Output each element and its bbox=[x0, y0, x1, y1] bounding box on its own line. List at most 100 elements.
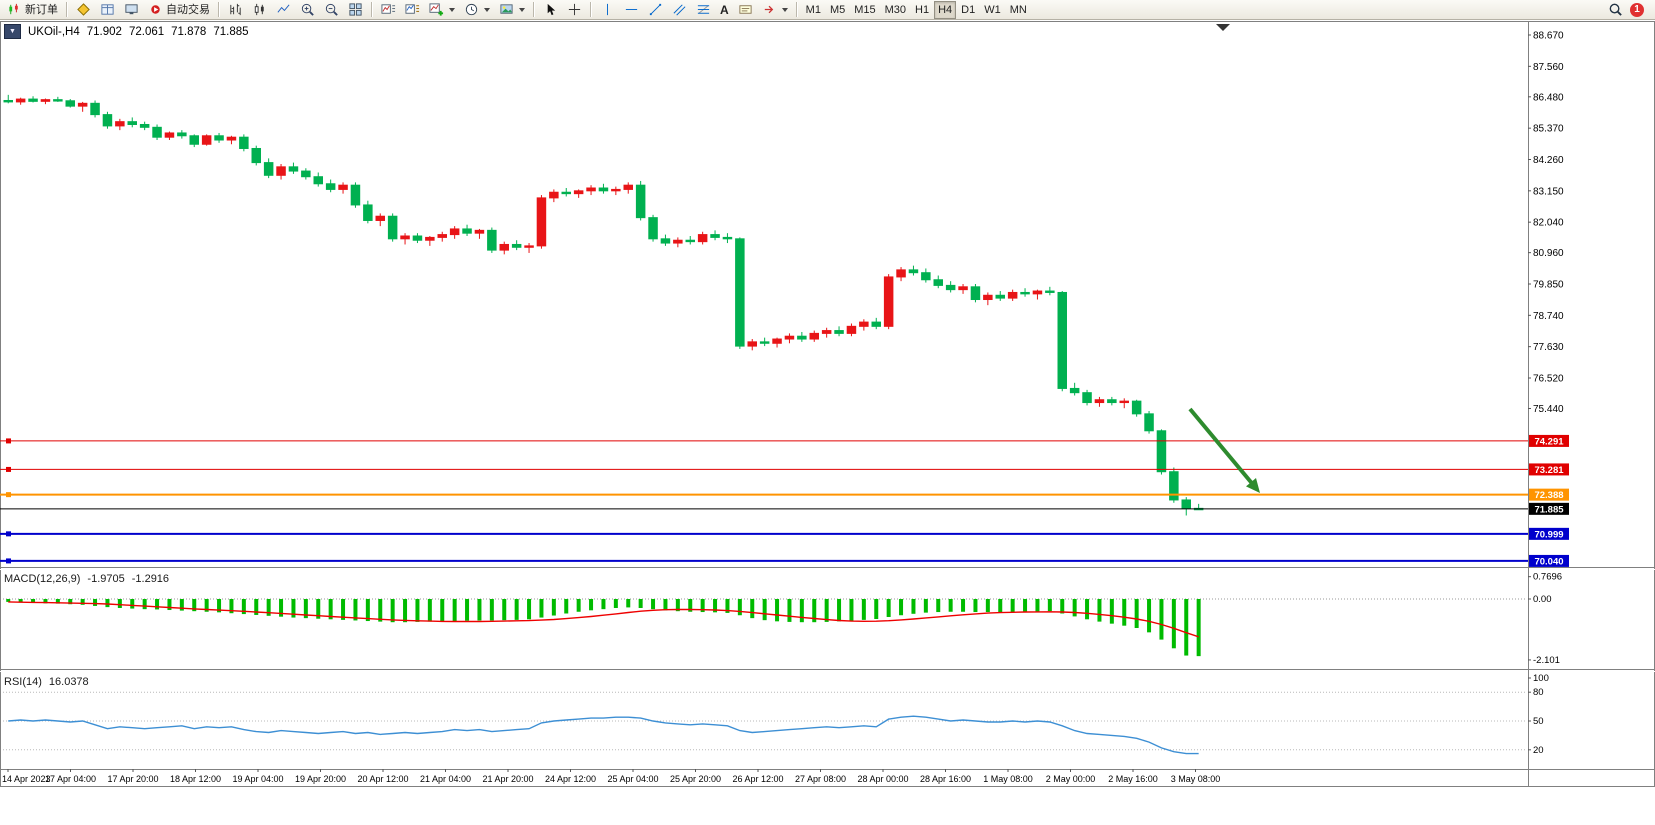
text-tool-button[interactable]: A bbox=[716, 1, 733, 19]
horizontal-lines bbox=[0, 438, 1528, 564]
svg-text:0.00: 0.00 bbox=[1533, 594, 1552, 605]
horizontal-line-button[interactable] bbox=[620, 1, 643, 19]
equidistant-channel-icon bbox=[673, 4, 686, 16]
templates-icon bbox=[405, 4, 420, 14]
trend-arrow[interactable] bbox=[1188, 407, 1260, 493]
rsi-value: 16.0378 bbox=[48, 676, 89, 688]
zoom-in-button[interactable] bbox=[296, 1, 319, 19]
terminal-button[interactable] bbox=[120, 1, 143, 19]
low-value: 71.878 bbox=[171, 25, 207, 38]
dropdown-caret bbox=[484, 7, 490, 12]
zoom-out-icon bbox=[325, 3, 338, 16]
svg-text:17 Apr 04:00: 17 Apr 04:00 bbox=[45, 774, 96, 784]
chart-properties-button[interactable] bbox=[495, 1, 529, 19]
candlestick-chart-icon bbox=[254, 3, 264, 16]
svg-text:72.388: 72.388 bbox=[1534, 490, 1563, 501]
fibonacci-icon bbox=[697, 5, 710, 14]
terminal-icon bbox=[125, 4, 138, 15]
line-handle[interactable] bbox=[6, 466, 11, 472]
svg-text:100: 100 bbox=[1533, 673, 1549, 684]
line-handle[interactable] bbox=[6, 531, 11, 537]
svg-text:70.040: 70.040 bbox=[1534, 556, 1563, 567]
market-watch-button[interactable] bbox=[72, 1, 95, 19]
toolbar-separator bbox=[590, 2, 592, 17]
svg-text:25 Apr 20:00: 25 Apr 20:00 bbox=[670, 774, 721, 784]
macd-label: MACD(12,26,9) -1.9705 -1.2916 bbox=[4, 573, 169, 585]
tile-windows-button[interactable] bbox=[344, 1, 367, 19]
svg-text:17 Apr 20:00: 17 Apr 20:00 bbox=[107, 774, 158, 784]
timeframe-button-w1[interactable]: W1 bbox=[980, 1, 1005, 19]
price-tag bbox=[1529, 527, 1569, 540]
trendline-button[interactable] bbox=[644, 1, 667, 19]
symbol-timeframe-label: UKOil-,H4 bbox=[28, 25, 80, 38]
toolbar-separator bbox=[371, 2, 373, 17]
svg-text:19 Apr 20:00: 19 Apr 20:00 bbox=[295, 774, 346, 784]
text-label-button[interactable] bbox=[734, 1, 757, 19]
horizontal-line-icon bbox=[625, 9, 638, 10]
line-handle[interactable] bbox=[6, 438, 11, 444]
line-handle[interactable] bbox=[6, 492, 11, 498]
timeframe-button-mn[interactable]: MN bbox=[1006, 1, 1031, 19]
notification-badge[interactable]: 1 bbox=[1630, 2, 1644, 17]
rsi-scale: 100 80 50 20 bbox=[1528, 673, 1549, 756]
price-axis[interactable]: 88.670 87.560 86.480 85.370 84.260 83.150 82.0… bbox=[1528, 31, 1569, 568]
svg-text:18 Apr 12:00: 18 Apr 12:00 bbox=[170, 774, 221, 784]
macd-scale: 0.7696 0.00 -2.101 bbox=[1528, 572, 1562, 666]
line-handle[interactable] bbox=[6, 558, 11, 564]
vertical-line-button[interactable] bbox=[596, 1, 619, 19]
svg-text:87.560: 87.560 bbox=[1533, 62, 1564, 73]
arrow-tool-icon bbox=[764, 5, 773, 14]
chart-properties-icon bbox=[500, 4, 513, 14]
svg-text:3 May 08:00: 3 May 08:00 bbox=[1171, 774, 1221, 784]
timeframe-button-m30[interactable]: M30 bbox=[881, 1, 910, 19]
crosshair-button[interactable] bbox=[563, 1, 586, 19]
search-icon bbox=[1609, 3, 1622, 16]
timeframe-button-h4[interactable]: H4 bbox=[934, 0, 957, 19]
zoom-out-button[interactable] bbox=[320, 1, 343, 19]
toolbar-separator bbox=[66, 2, 68, 17]
chart-shift-marker[interactable] bbox=[1216, 24, 1230, 31]
new-chart-button[interactable] bbox=[425, 1, 459, 19]
svg-text:-2.101: -2.101 bbox=[1533, 655, 1560, 666]
macd-signal-value: -1.2916 bbox=[131, 573, 170, 585]
timeframe-button-d1[interactable]: D1 bbox=[957, 1, 979, 19]
svg-text:27 Apr 08:00: 27 Apr 08:00 bbox=[795, 774, 846, 784]
svg-text:85.370: 85.370 bbox=[1533, 124, 1564, 135]
zoom-in-icon bbox=[301, 3, 314, 16]
templates-button[interactable] bbox=[401, 1, 424, 19]
timeframe-button-h1[interactable]: H1 bbox=[911, 1, 933, 19]
svg-text:14 Apr 2023: 14 Apr 2023 bbox=[2, 774, 51, 784]
svg-text:0.7696: 0.7696 bbox=[1533, 572, 1562, 583]
svg-text:2 May 16:00: 2 May 16:00 bbox=[1108, 774, 1158, 784]
close-value: 71.885 bbox=[213, 25, 249, 38]
crosshair-icon bbox=[568, 3, 581, 16]
svg-text:88.670: 88.670 bbox=[1533, 31, 1564, 42]
svg-text:75.440: 75.440 bbox=[1533, 404, 1564, 415]
chart-canvas[interactable]: 88.670 87.560 86.480 85.370 84.260 83.150 82.0… bbox=[0, 21, 1655, 825]
line-chart-button[interactable] bbox=[272, 1, 295, 19]
open-value: 71.902 bbox=[86, 25, 122, 38]
timeframe-button-m1[interactable]: M1 bbox=[802, 1, 825, 19]
auto-trading-button[interactable]: 自动交易 bbox=[144, 1, 214, 19]
price-tag bbox=[1529, 463, 1569, 476]
svg-text:80: 80 bbox=[1533, 687, 1544, 698]
search-button[interactable] bbox=[1604, 1, 1627, 19]
candlestick-chart-button[interactable] bbox=[248, 1, 271, 19]
chart-window[interactable]: 88.670 87.560 86.480 85.370 84.260 83.150 82.0… bbox=[0, 21, 1655, 825]
price-tag bbox=[1529, 502, 1569, 515]
periods-button[interactable] bbox=[460, 1, 494, 19]
data-window-button[interactable] bbox=[96, 1, 119, 19]
price-tag bbox=[1529, 554, 1569, 567]
arrows-tool-button[interactable] bbox=[758, 1, 792, 19]
profiles-button[interactable] bbox=[377, 1, 400, 19]
dropdown-caret bbox=[781, 7, 788, 12]
cursor-button[interactable] bbox=[539, 1, 562, 19]
timeframe-button-m15[interactable]: M15 bbox=[850, 1, 879, 19]
new-order-button[interactable]: 新订单 bbox=[3, 1, 62, 19]
bar-chart-button[interactable] bbox=[224, 1, 247, 19]
fibonacci-button[interactable] bbox=[692, 1, 715, 19]
timeframe-button-m5[interactable]: M5 bbox=[826, 1, 849, 19]
one-click-trading-toggle[interactable]: ▼ bbox=[4, 24, 21, 39]
equidistant-channel-button[interactable] bbox=[668, 1, 691, 19]
